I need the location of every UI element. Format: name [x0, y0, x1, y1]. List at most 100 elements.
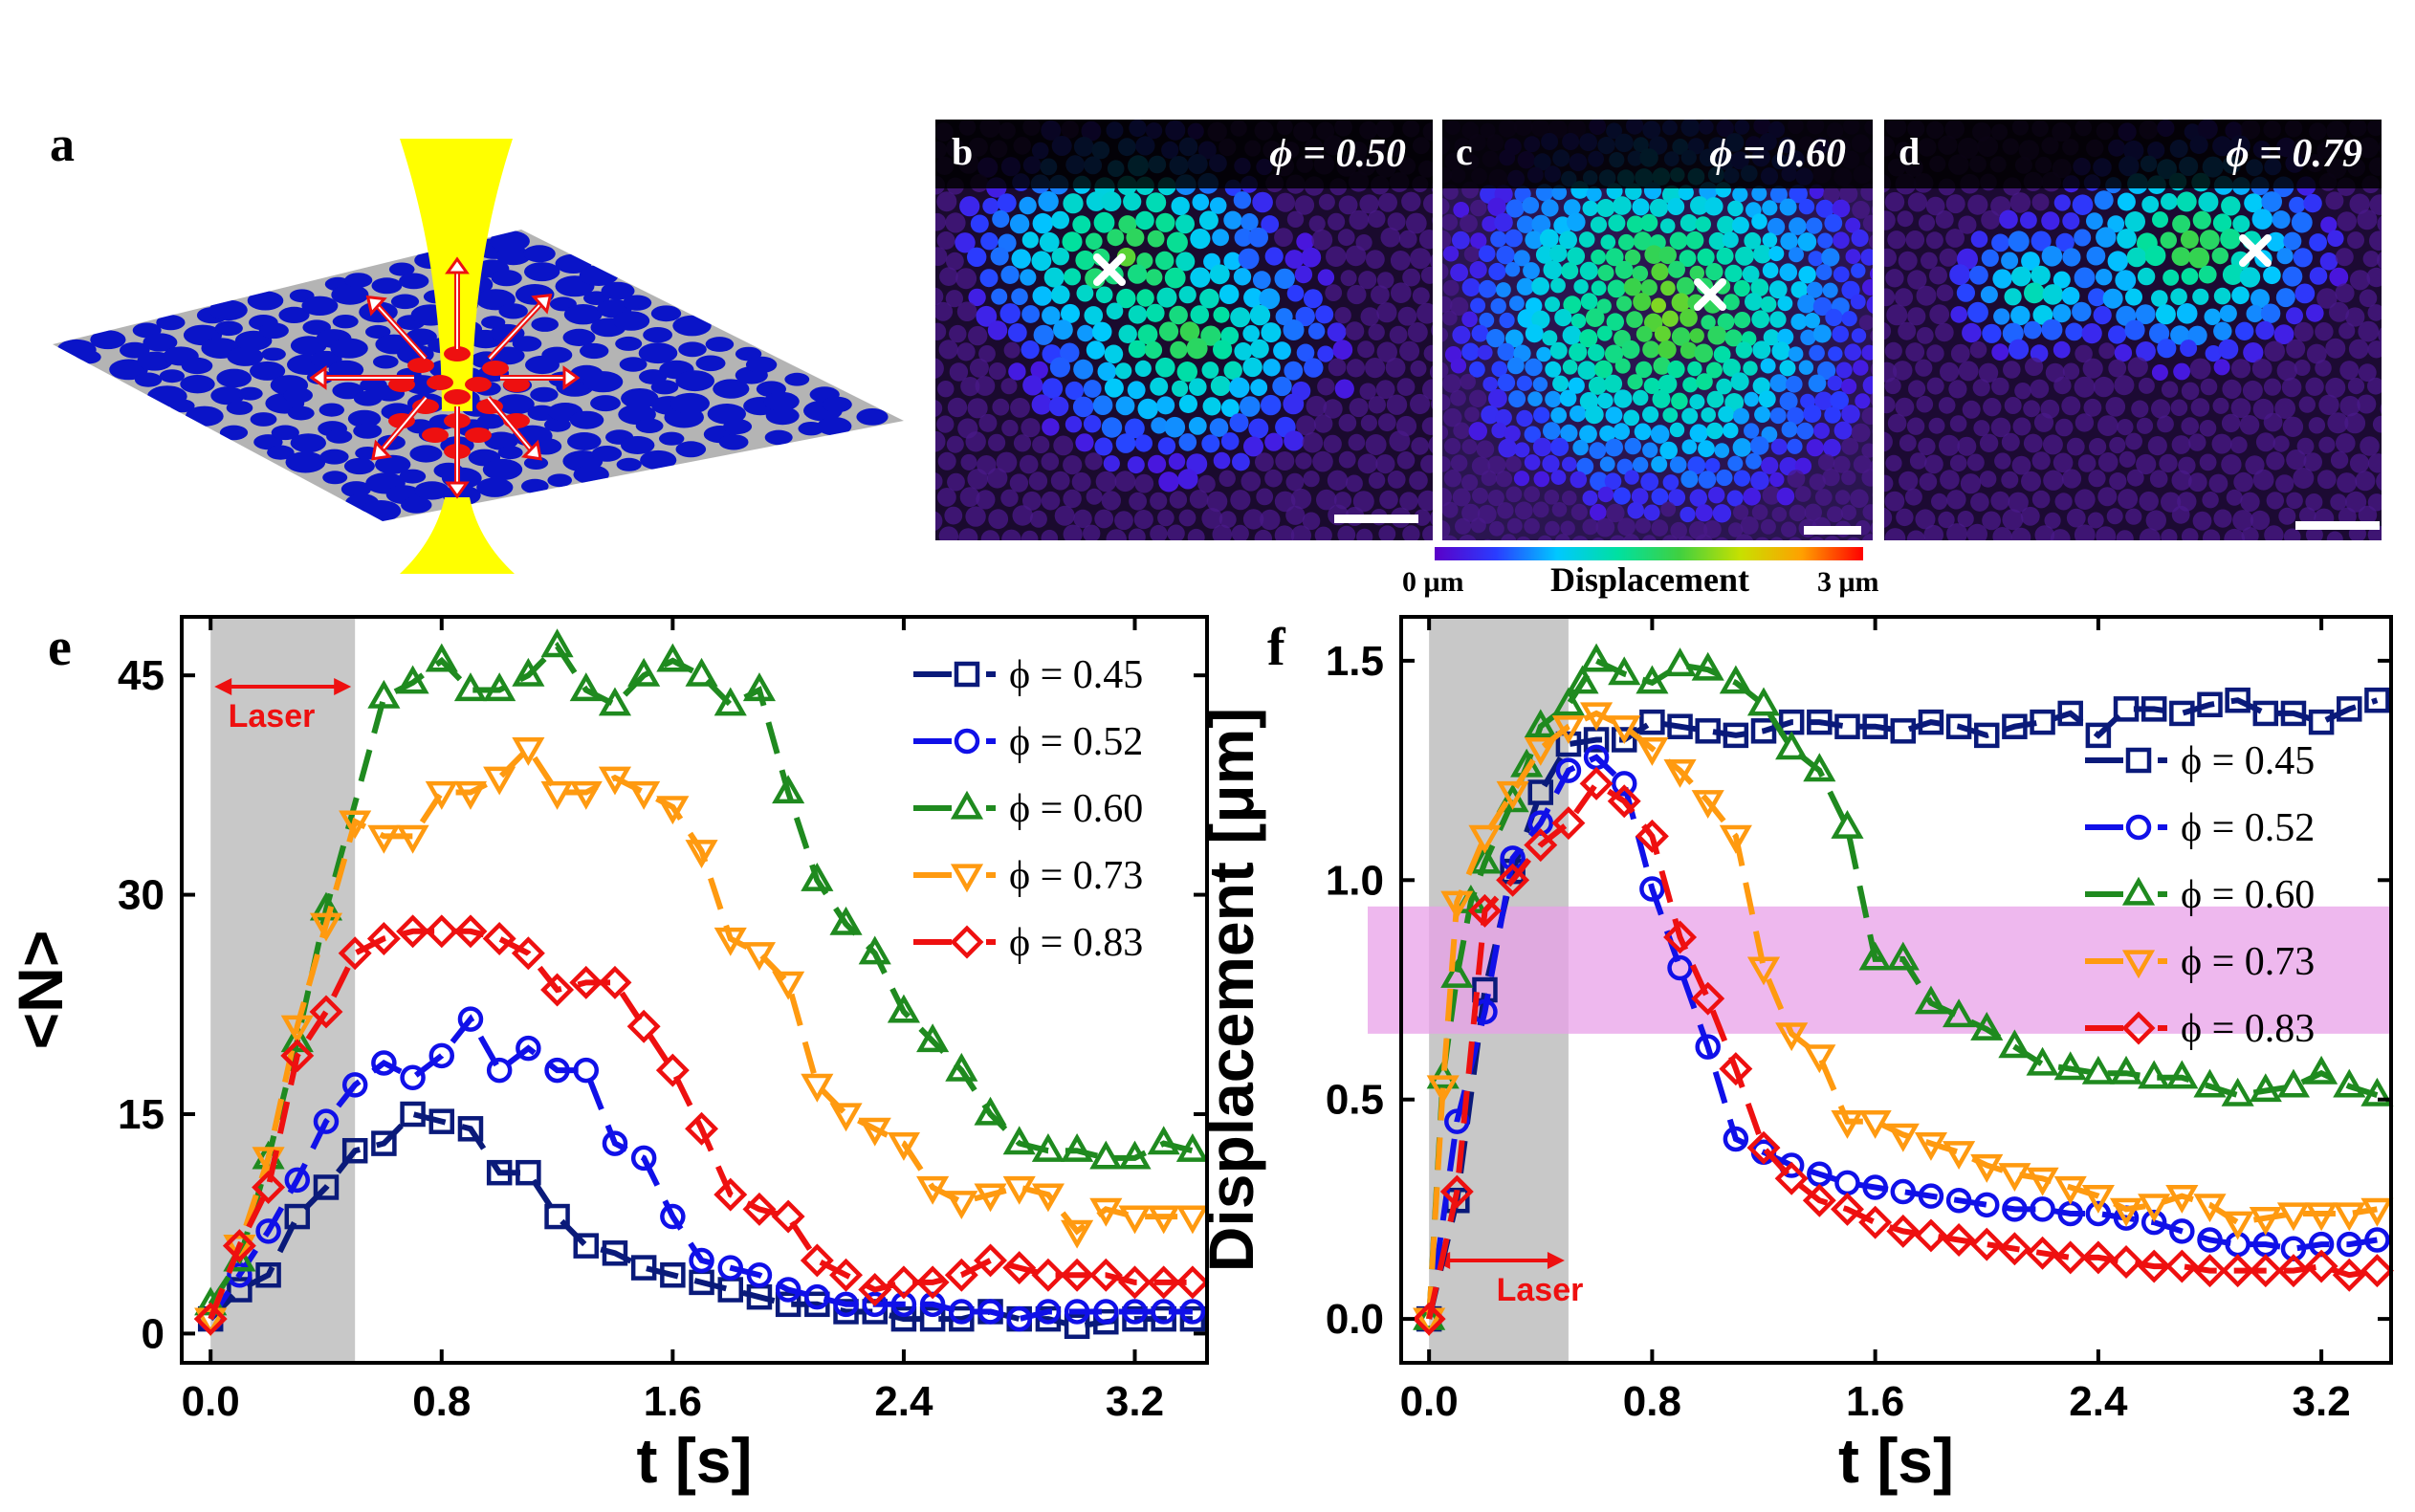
particle-dot	[1640, 279, 1658, 296]
particle-dot	[1442, 501, 1459, 518]
particle-dot	[2335, 248, 2354, 267]
particle	[856, 408, 889, 426]
particle-dot	[1751, 310, 1770, 329]
data-point	[1551, 715, 1586, 744]
particle-dot	[2231, 286, 2250, 305]
particle-dot	[1368, 209, 1386, 229]
particle-dot	[2205, 345, 2222, 362]
particle-dot	[1197, 474, 1216, 493]
particle-dot	[1755, 537, 1769, 540]
particle-dot	[1501, 534, 1517, 540]
particle-dot	[1627, 501, 1644, 519]
particle-dot	[1469, 361, 1485, 378]
colorbar-min-label: 0 μm	[1402, 566, 1464, 598]
data-point	[1691, 790, 1724, 819]
particle-dot	[1452, 488, 1471, 507]
particle-dot	[1990, 491, 2010, 511]
particle-dot	[1431, 398, 1433, 409]
particle-dot	[1525, 358, 1543, 377]
particle-dot	[1093, 211, 1115, 233]
data-point	[598, 687, 632, 716]
data-point	[829, 1258, 864, 1292]
particle-dot	[2222, 264, 2244, 286]
data-point	[2121, 950, 2156, 979]
data-point	[1175, 1132, 1209, 1162]
data-point	[341, 1137, 368, 1164]
particle-dot	[2252, 469, 2274, 491]
particle-dot	[1150, 492, 1168, 510]
particle-dot	[1850, 294, 1866, 310]
particle-dot	[1957, 511, 1974, 528]
particle-dot	[978, 345, 996, 362]
particle-dot	[2055, 232, 2075, 252]
data-point	[1151, 1305, 1176, 1332]
particle-dot	[2192, 511, 2212, 531]
particle-dot	[1097, 362, 1117, 382]
particle-dot	[1494, 212, 1513, 232]
data-point	[1035, 1299, 1062, 1325]
particle-dot	[1410, 393, 1431, 415]
particle-dot	[1450, 454, 1468, 472]
particle-dot	[1516, 409, 1533, 427]
laser-spot-marker	[2239, 234, 2272, 267]
particle-dot	[1008, 362, 1026, 381]
particle-dot	[1983, 398, 2002, 417]
particle-dot	[1633, 389, 1649, 406]
particle-dot	[938, 526, 959, 540]
particle-dot	[2272, 210, 2291, 230]
particle	[490, 230, 530, 252]
particle-dot	[1250, 339, 1269, 359]
particle-dot	[1608, 214, 1626, 232]
particle	[675, 370, 714, 392]
particle-dot	[1970, 493, 1989, 512]
data-point	[1031, 1258, 1065, 1292]
particle	[401, 496, 432, 514]
particle-dot	[1568, 377, 1585, 394]
particle-dot	[1460, 373, 1476, 390]
particle-dot	[1286, 210, 1305, 228]
particle	[331, 284, 369, 305]
particle-dot	[2213, 509, 2232, 528]
particle-dot	[1745, 293, 1763, 311]
particle-dot	[1422, 379, 1433, 401]
particle-dot	[1050, 471, 1070, 491]
data-point	[2333, 1068, 2366, 1098]
particle-dot	[947, 472, 965, 492]
particle-dot	[2170, 325, 2190, 345]
particle-dot	[1580, 293, 1598, 310]
data-point	[540, 973, 575, 1007]
particle-dot	[1887, 230, 1906, 250]
particle-dot	[1213, 451, 1231, 470]
particle-dot	[1750, 278, 1769, 297]
particle	[591, 446, 623, 462]
particle-dot	[1463, 246, 1481, 262]
particle-dot	[1240, 213, 1259, 231]
particle-dot	[1667, 360, 1685, 379]
particle-dot	[1707, 325, 1727, 345]
particle-dot	[1429, 511, 1433, 526]
particle-dot	[2088, 470, 2106, 488]
particle-dot	[1695, 216, 1711, 232]
particle-dot	[937, 451, 956, 471]
particle-dot	[1868, 234, 1873, 250]
data-point	[1639, 709, 1665, 735]
data-point	[1663, 647, 1697, 677]
particle-dot	[1032, 286, 1053, 306]
particle-dot	[1716, 378, 1732, 395]
particle-dot	[2294, 321, 2314, 342]
particle-dot	[2251, 359, 2272, 379]
data-point	[685, 657, 718, 687]
particle-dot	[1470, 297, 1486, 314]
particle-dot	[959, 196, 980, 217]
particle-dot	[1072, 215, 1091, 234]
particle-dot	[1199, 288, 1219, 309]
data-point	[1002, 1126, 1036, 1155]
particle-dot	[1676, 276, 1695, 296]
particle-dot	[1248, 227, 1268, 248]
particle-dot	[1169, 305, 1188, 325]
particle-dot	[1285, 472, 1305, 492]
particle-dot	[1365, 434, 1387, 455]
plot-frame	[1399, 615, 2393, 1365]
particle-dot	[1048, 396, 1069, 417]
data-point	[630, 1255, 657, 1281]
